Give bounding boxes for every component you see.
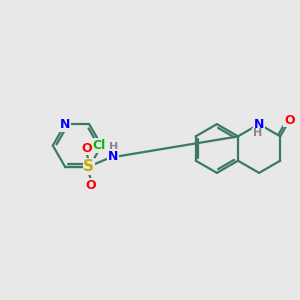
- Text: N: N: [60, 118, 70, 131]
- Text: O: O: [284, 114, 295, 127]
- Text: S: S: [83, 159, 94, 174]
- Text: N: N: [254, 118, 264, 130]
- Text: H: H: [253, 128, 262, 138]
- Text: O: O: [81, 142, 92, 155]
- Text: H: H: [109, 142, 118, 152]
- Text: Cl: Cl: [92, 139, 106, 152]
- Text: O: O: [86, 178, 97, 192]
- Text: N: N: [108, 150, 118, 163]
